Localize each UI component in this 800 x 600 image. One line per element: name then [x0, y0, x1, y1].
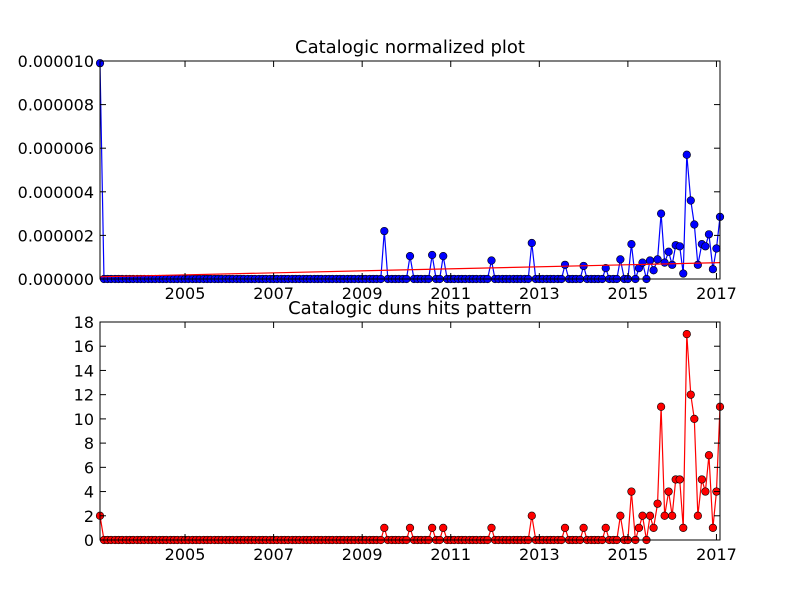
data-point: [380, 523, 389, 532]
data-point: [675, 242, 684, 251]
data-point: [428, 523, 437, 532]
x-tick-label: 2005: [165, 545, 206, 564]
data-point: [704, 230, 714, 239]
data-point: [439, 523, 448, 532]
data-point: [653, 499, 662, 508]
data-point: [653, 255, 662, 264]
x-tick-label: 2013: [519, 284, 560, 303]
data-point: [675, 475, 684, 484]
data-point: [660, 511, 669, 520]
y-tick-label: 6: [84, 458, 94, 477]
data-point: [697, 475, 706, 484]
y-tick-label: 10: [74, 410, 94, 429]
x-tick-label: 2015: [608, 284, 649, 303]
data-point: [634, 523, 644, 532]
data-point: [664, 487, 673, 496]
x-tick-label: 2009: [342, 284, 383, 303]
chart-title: Catalogic duns hits pattern: [288, 298, 532, 319]
data-point: [693, 511, 702, 520]
data-point: [579, 523, 588, 532]
data-point: [405, 252, 415, 261]
y-tick-label: 0.000010: [18, 52, 94, 71]
data-point: [527, 511, 536, 520]
y-tick-label: 16: [74, 337, 94, 356]
data-point: [560, 523, 570, 532]
y-tick-label: 12: [74, 386, 94, 405]
data-point: [682, 330, 691, 339]
y-tick-label: 0.000002: [18, 226, 94, 245]
data-point: [686, 390, 695, 399]
data-point: [686, 196, 695, 205]
x-tick-label: 2007: [253, 284, 294, 303]
data-point: [656, 209, 666, 218]
y-tick-label: 14: [74, 361, 94, 380]
y-tick-label: 8: [84, 434, 94, 453]
data-point: [627, 487, 636, 496]
x-tick-label: 2009: [342, 545, 383, 564]
x-tick-label: 2011: [430, 284, 471, 303]
x-tick-label: 2017: [696, 284, 737, 303]
data-point: [708, 523, 718, 532]
data-point: [645, 256, 655, 265]
x-tick-label: 2015: [608, 545, 649, 564]
data-point: [616, 255, 625, 264]
data-point: [627, 240, 636, 249]
y-tick-label: 2: [84, 507, 94, 526]
x-tick-label: 2011: [430, 545, 471, 564]
data-point: [649, 266, 658, 275]
data-point: [712, 244, 721, 253]
data-point: [660, 258, 669, 267]
y-tick-label: 0.000004: [18, 183, 94, 202]
data-point: [701, 487, 710, 496]
data-point: [682, 150, 691, 159]
y-tick-label: 0: [84, 531, 94, 550]
data-point: [690, 220, 699, 229]
data-point: [679, 523, 688, 532]
data-point: [638, 258, 647, 267]
data-point: [560, 260, 570, 269]
x-tick-label: 2013: [519, 545, 560, 564]
series-line: [99, 262, 721, 278]
y-tick-label: 0.000008: [18, 96, 94, 115]
data-point: [428, 250, 437, 260]
data-point: [690, 414, 699, 423]
data-point: [487, 256, 496, 265]
data-point: [704, 451, 714, 460]
data-point: [708, 265, 718, 274]
data-point: [693, 260, 702, 269]
data-point: [664, 247, 673, 256]
data-point: [405, 523, 415, 532]
data-point: [601, 523, 610, 532]
data-point: [380, 226, 389, 236]
x-tick-label: 2005: [165, 284, 206, 303]
data-point: [701, 242, 710, 251]
data-point: [439, 252, 448, 261]
data-point: [601, 264, 610, 273]
data-point: [487, 523, 496, 532]
data-point: [638, 511, 647, 520]
y-tick-label: 4: [84, 483, 94, 502]
chart-title: Catalogic normalized plot: [295, 37, 525, 58]
axes-frame: [99, 321, 721, 541]
data-point: [679, 269, 688, 278]
x-tick-label: 2017: [696, 545, 737, 564]
data-point: [668, 511, 677, 520]
data-point: [645, 511, 655, 520]
data-point: [656, 402, 666, 411]
y-tick-label: 18: [74, 313, 94, 332]
data-point: [527, 238, 536, 248]
x-tick-label: 2007: [253, 545, 294, 564]
y-tick-label: 0.000006: [18, 139, 94, 158]
data-point: [668, 260, 677, 269]
axes-frame: [99, 60, 721, 280]
data-point: [649, 523, 658, 532]
data-point: [616, 511, 625, 520]
y-tick-label: 0.000000: [18, 270, 94, 289]
